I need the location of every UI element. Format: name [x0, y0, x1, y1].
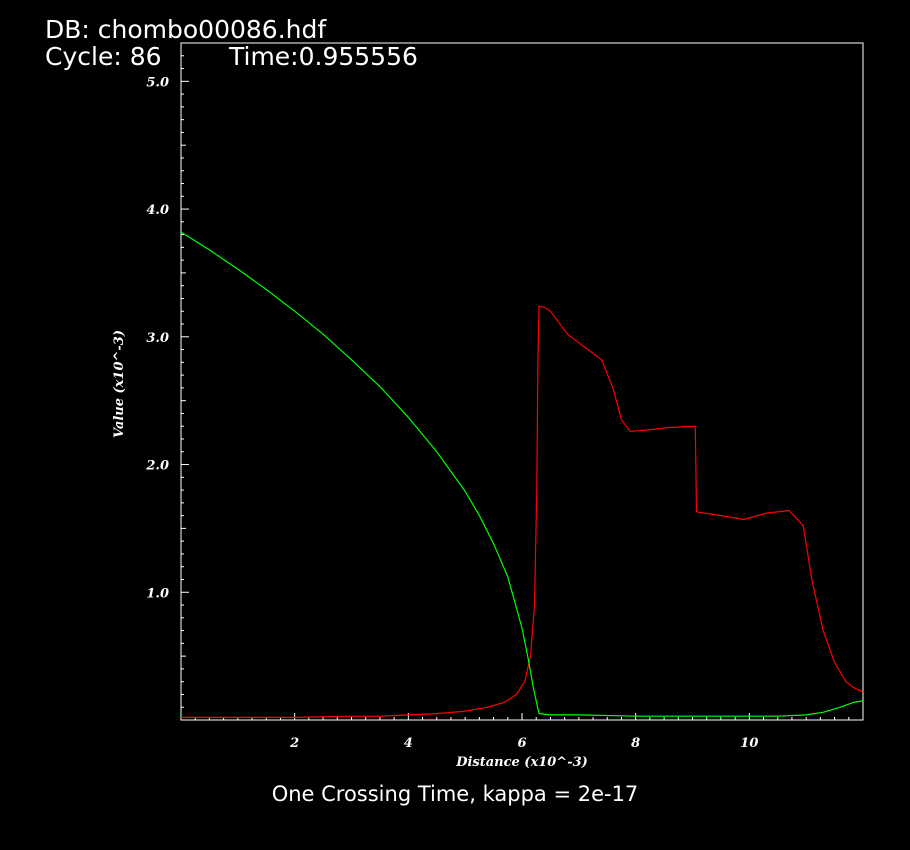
x-tick-label: 8 [631, 736, 640, 751]
x-tick-label: 10 [740, 736, 758, 751]
series-line-2 [180, 231, 864, 717]
y-tick-label: 1.0 [146, 586, 169, 601]
x-tick-label: 4 [404, 736, 413, 751]
y-tick-label: 4.0 [146, 203, 169, 218]
database-label: DB: chombo00086.hdf [45, 15, 327, 44]
series-line-1 [181, 305, 864, 719]
x-tick-label: 6 [517, 736, 526, 751]
y-minor-ticks [181, 42, 186, 708]
y-tick-label: 2.0 [145, 459, 169, 474]
y-axis-ticks: 1.0 2.0 3.0 4.0 5.0 [145, 75, 189, 601]
y-tick-label: 3.0 [146, 331, 169, 346]
time-label: Time:0.955556 [229, 42, 418, 71]
x-axis-label: Distance (x10^-3) [455, 755, 588, 770]
y-axis-label: Value (x10^-3) [112, 330, 127, 438]
x-axis-ticks: 2 4 6 8 10 [289, 713, 758, 751]
series-layer [180, 231, 864, 719]
plot-frame [180, 42, 864, 721]
x-tick-label: 2 [289, 736, 299, 751]
plot-caption: One Crossing Time, kappa = 2e-17 [271, 782, 639, 806]
y-tick-label: 5.0 [146, 75, 169, 90]
cycle-label: Cycle: 86 [45, 42, 162, 71]
